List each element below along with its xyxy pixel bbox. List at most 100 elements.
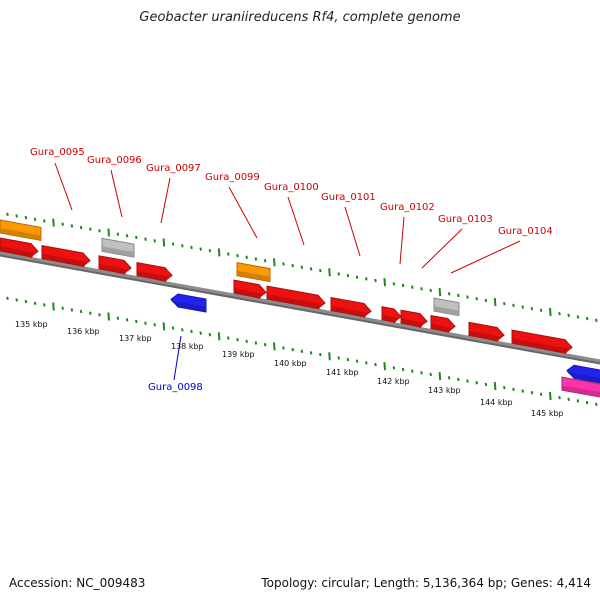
upper-ruler-minor-tick	[144, 237, 147, 241]
gene-label-gura_0104: Gura_0104	[498, 226, 553, 237]
upper-ruler-minor-tick	[254, 257, 258, 261]
gene-label-gura_0095: Gura_0095	[30, 147, 85, 158]
feature-shading	[562, 385, 600, 398]
feature-shading	[469, 330, 501, 342]
upper-ruler-minor-tick	[346, 273, 350, 278]
gene-label-gura_0103: Gura_0103	[438, 214, 493, 225]
ruler-label: 144 kbp	[480, 398, 513, 407]
upper-ruler-minor-tick	[79, 225, 83, 230]
lower-tick-ruler	[6, 296, 598, 406]
lower-ruler-minor-tick	[585, 400, 589, 405]
genome-title: Geobacter uraniireducens Rf4, complete g…	[139, 10, 461, 25]
upper-ruler-minor-tick	[503, 302, 506, 306]
leader-line-gura_0101	[344, 206, 361, 257]
upper-ruler-minor-tick	[135, 235, 138, 240]
upper-ruler-minor-tick	[512, 303, 515, 308]
feature-orange-1	[0, 219, 42, 241]
lower-ruler-minor-tick	[457, 377, 460, 382]
upper-ruler-minor-tick	[171, 242, 175, 246]
feature-gray-4	[101, 237, 135, 258]
lower-ruler-minor-tick	[567, 397, 570, 402]
upper-ruler-minor-tick	[521, 305, 524, 309]
lower-ruler-minor-tick	[33, 301, 37, 305]
upper-ruler-minor-tick	[401, 283, 405, 288]
ruler-label: 138 kbp	[171, 342, 204, 351]
upper-ruler-minor-tick	[181, 244, 184, 248]
lower-ruler-major-tick	[328, 352, 331, 361]
upper-ruler-minor-tick	[355, 275, 359, 279]
feature-shading	[267, 294, 322, 310]
upper-ruler-minor-tick	[337, 272, 340, 276]
upper-ruler-minor-tick	[208, 249, 212, 253]
genome-summary-text: Topology: circular; Length: 5,136,364 bp…	[261, 576, 591, 590]
feature-shading	[0, 228, 41, 241]
lower-ruler-minor-tick	[153, 323, 156, 327]
ruler-label: 139 kbp	[222, 350, 255, 359]
upper-ruler-minor-tick	[6, 212, 9, 216]
upper-ruler-major-tick	[549, 307, 552, 317]
upper-tick-ruler	[6, 212, 598, 322]
leader-line-gura_0095	[54, 162, 73, 211]
upper-ruler-minor-tick	[567, 313, 570, 318]
feature-shading	[42, 253, 87, 268]
feature-shading	[382, 314, 398, 324]
lower-ruler-minor-tick	[539, 392, 543, 397]
lower-ruler-major-tick	[438, 372, 442, 381]
upper-ruler-minor-tick	[319, 268, 322, 273]
lower-ruler-minor-tick	[79, 309, 83, 314]
upper-ruler-minor-tick	[539, 308, 543, 313]
feature-pink-19	[561, 376, 600, 398]
lower-ruler-minor-tick	[484, 382, 488, 387]
lower-ruler-major-tick	[162, 322, 166, 331]
gene-label-gura_0100: Gura_0100	[264, 182, 319, 193]
lower-ruler-minor-tick	[319, 352, 322, 357]
upper-ruler-major-tick	[493, 297, 497, 307]
feature-shading	[567, 372, 600, 383]
lower-ruler-minor-tick	[116, 316, 120, 320]
lower-ruler-minor-tick	[282, 346, 285, 350]
lower-ruler-minor-tick	[144, 321, 147, 325]
lower-ruler-minor-tick	[309, 351, 313, 355]
upper-ruler-minor-tick	[282, 262, 285, 266]
lower-ruler-minor-tick	[374, 362, 377, 367]
feature-red-6	[136, 262, 173, 282]
lower-ruler-minor-tick	[512, 387, 515, 392]
leader-line-gura_0098	[173, 335, 182, 381]
lower-ruler-minor-tick	[43, 303, 46, 307]
lower-ruler-major-tick	[549, 391, 552, 401]
upper-ruler-minor-tick	[236, 253, 239, 258]
feature-shading	[102, 246, 134, 258]
lower-ruler-minor-tick	[24, 299, 28, 304]
lower-ruler-minor-tick	[337, 356, 340, 360]
ruler-label: 142 kbp	[377, 377, 410, 386]
feature-shading	[401, 318, 424, 328]
lower-ruler-minor-tick	[447, 376, 451, 380]
upper-ruler-minor-tick	[585, 316, 589, 321]
feature-red-17	[511, 329, 573, 354]
lower-ruler-minor-tick	[420, 371, 423, 375]
lower-ruler-minor-tick	[401, 367, 405, 372]
lower-ruler-minor-tick	[98, 313, 101, 317]
upper-ruler-minor-tick	[98, 229, 101, 233]
feature-blue-7	[170, 293, 207, 313]
feature-red-15	[430, 314, 456, 333]
lower-ruler-minor-tick	[291, 347, 294, 352]
feature-red-13	[400, 309, 428, 328]
gene-label-gura_0099: Gura_0099	[205, 172, 260, 183]
lower-ruler-minor-tick	[263, 342, 267, 347]
upper-ruler-minor-tick	[70, 224, 74, 228]
feature-red-12	[381, 306, 402, 324]
leader-line-gura_0099	[228, 186, 258, 239]
feature-red-5	[98, 255, 132, 275]
upper-ruler-minor-tick	[190, 245, 193, 250]
upper-ruler-minor-tick	[447, 292, 451, 296]
upper-ruler-minor-tick	[24, 215, 28, 220]
upper-ruler-major-tick	[438, 288, 442, 297]
upper-ruler-minor-tick	[89, 227, 92, 231]
feature-shading	[431, 323, 452, 333]
upper-ruler-minor-tick	[227, 252, 230, 256]
lower-ruler-minor-tick	[208, 333, 212, 337]
lower-ruler-minor-tick	[576, 399, 580, 403]
lower-ruler-minor-tick	[89, 311, 92, 315]
feature-blue-18	[566, 364, 600, 384]
